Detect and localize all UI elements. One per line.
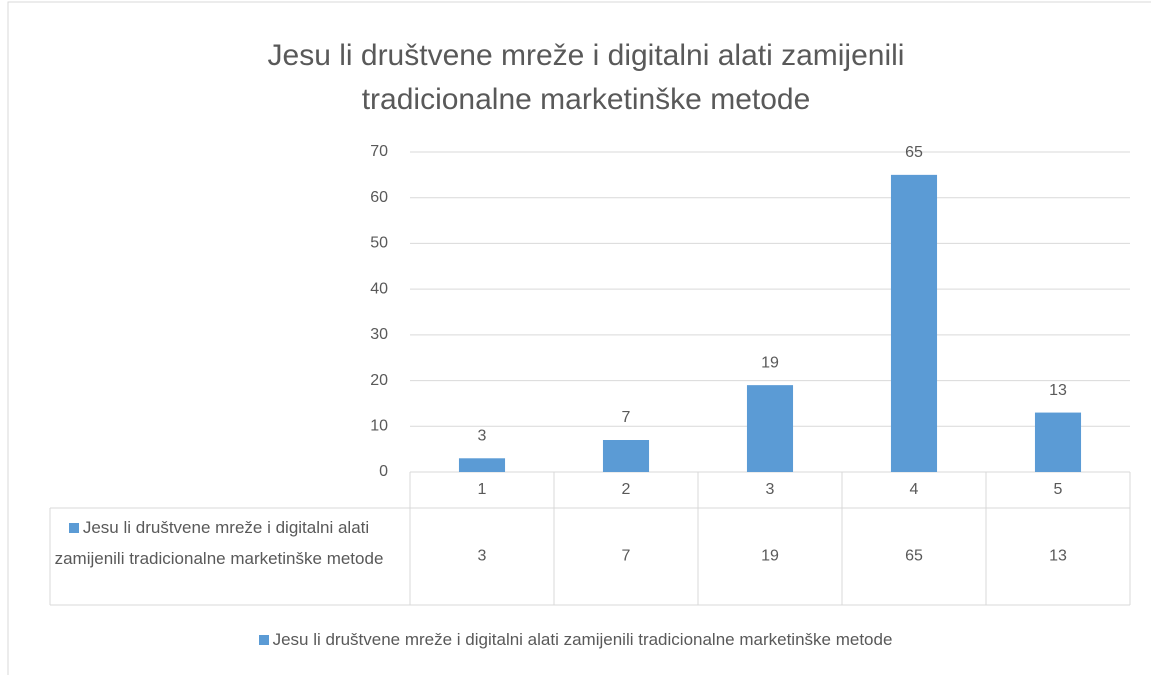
x-tick-label: 5 <box>1054 481 1063 498</box>
table-value: 65 <box>905 548 923 565</box>
data-table-row-header: Jesu li društvene mreže i digitalni alat… <box>54 512 384 574</box>
legend-key <box>68 523 79 533</box>
data-label: 19 <box>761 354 779 371</box>
legend-key <box>258 635 269 645</box>
table-value: 19 <box>761 548 779 565</box>
bar <box>746 385 794 472</box>
legend-label: Jesu li društvene mreže i digitalni alat… <box>272 630 893 649</box>
y-tick-label: 30 <box>370 326 388 343</box>
chart-border <box>7 1 1151 675</box>
y-tick-label: 20 <box>370 372 388 389</box>
y-tick-label: 10 <box>370 418 388 435</box>
y-tick-label: 50 <box>370 235 388 252</box>
data-label: 3 <box>478 428 487 445</box>
x-tick-label: 4 <box>910 481 919 498</box>
x-tick-label: 2 <box>622 481 631 498</box>
bar <box>1034 412 1082 472</box>
x-tick-label: 1 <box>478 481 487 498</box>
series-name: Jesu li društvene mreže i digitalni alat… <box>54 518 384 568</box>
table-value: 3 <box>478 548 487 565</box>
data-label: 7 <box>622 409 631 426</box>
bar <box>458 458 506 472</box>
y-tick-label: 40 <box>370 280 388 297</box>
y-tick-label: 60 <box>370 189 388 206</box>
data-label: 65 <box>905 144 923 161</box>
y-tick-label: 0 <box>379 463 388 480</box>
bar <box>602 440 650 472</box>
y-tick-label: 70 <box>370 143 388 160</box>
table-value: 7 <box>622 548 631 565</box>
legend: Jesu li društvene mreže i digitalni alat… <box>0 630 1151 650</box>
bar <box>890 174 938 472</box>
x-tick-label: 3 <box>766 481 775 498</box>
chart-title: Jesu li društvene mreže i digitalni alat… <box>267 39 905 116</box>
data-label: 13 <box>1049 382 1067 399</box>
table-value: 13 <box>1049 548 1067 565</box>
